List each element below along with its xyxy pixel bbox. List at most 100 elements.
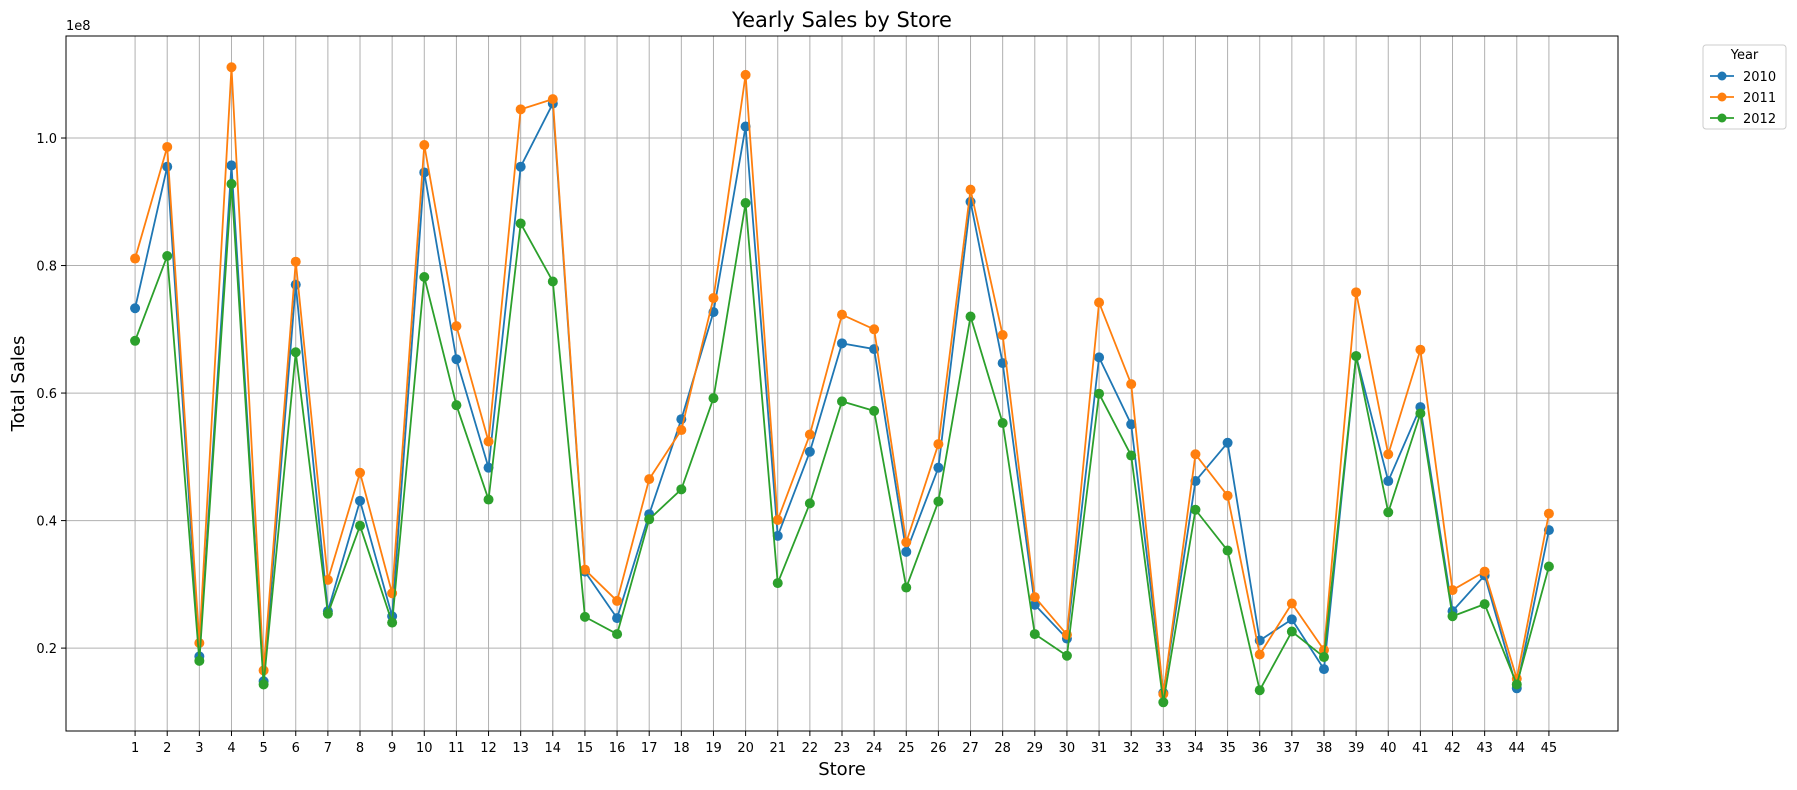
data-point-2012 (1126, 450, 1137, 461)
data-point-2010 (1383, 476, 1394, 487)
x-axis-ticks: 1 2 3 4 5 6 7 8 9 10 11 12 13 14 15 16 17 18 19 20 21 22 23 24 2… (131, 731, 1557, 756)
legend-label: 2012 (1743, 112, 1776, 127)
data-point-2011 (419, 140, 430, 151)
x-tick-label: 40 (1380, 741, 1397, 756)
chart-title: Yearly Sales by Store (731, 8, 952, 32)
x-tick-label: 30 (1059, 741, 1076, 756)
data-point-2012 (162, 250, 173, 261)
data-point-2010 (933, 462, 944, 473)
x-tick-label: 3 (195, 741, 203, 756)
data-point-2010 (837, 338, 847, 349)
data-point-2012 (1190, 504, 1201, 515)
data-point-2012 (1511, 679, 1522, 690)
x-tick-label: 25 (898, 741, 915, 756)
data-point-2012 (290, 347, 301, 358)
legend-item-2010: 2010 (1710, 70, 1776, 85)
x-tick-label: 19 (705, 741, 722, 756)
data-point-2011 (1286, 598, 1297, 609)
data-point-2011 (130, 253, 141, 264)
x-tick-label: 9 (388, 741, 396, 756)
x-tick-label: 11 (448, 741, 465, 756)
legend-marker (1717, 92, 1727, 102)
data-point-2010 (1286, 614, 1297, 625)
data-point-2012 (515, 218, 526, 229)
x-tick-label: 5 (259, 741, 267, 756)
data-point-2012 (740, 198, 751, 209)
x-tick-label: 44 (1509, 741, 1526, 756)
data-point-2012 (1479, 599, 1490, 610)
legend-label: 2010 (1743, 70, 1776, 85)
x-tick-label: 31 (1091, 741, 1108, 756)
data-point-2010 (1126, 419, 1137, 430)
data-point-2012 (772, 578, 783, 589)
data-point-2012 (1447, 611, 1458, 622)
data-point-2011 (804, 429, 815, 440)
data-point-2011 (258, 665, 269, 676)
data-point-2011 (1383, 449, 1394, 460)
data-point-2010 (1222, 437, 1233, 448)
data-point-2011 (1351, 287, 1362, 298)
data-point-2012 (579, 611, 590, 622)
x-tick-label: 15 (577, 741, 594, 756)
x-tick-label: 28 (994, 741, 1011, 756)
data-point-2012 (1222, 545, 1233, 556)
data-point-2010 (483, 462, 494, 473)
x-tick-label: 35 (1219, 741, 1236, 756)
data-point-2010 (772, 530, 783, 541)
data-point-2010 (515, 161, 526, 172)
x-tick-label: 27 (962, 741, 979, 756)
x-tick-label: 45 (1541, 741, 1558, 756)
legend-box (1702, 44, 1787, 130)
x-tick-label: 38 (1316, 741, 1333, 756)
data-point-2010 (804, 446, 815, 457)
data-point-2011 (933, 439, 944, 450)
y-tick-label: 0.4 (36, 515, 57, 530)
data-point-2012 (676, 484, 687, 495)
data-point-2012 (837, 396, 847, 407)
x-tick-label: 22 (802, 741, 819, 756)
data-point-2011 (515, 104, 526, 115)
x-tick-label: 12 (480, 741, 497, 756)
x-tick-label: 2 (163, 741, 171, 756)
data-point-2011 (451, 321, 462, 332)
x-tick-label: 4 (227, 741, 235, 756)
y-axis-ticks: 0.2 0.4 0.6 0.8 1.0 (36, 132, 66, 657)
data-point-2012 (547, 276, 558, 287)
data-point-2011 (547, 94, 558, 105)
legend-label: 2011 (1743, 91, 1776, 106)
data-point-2012 (1351, 351, 1362, 362)
data-point-2011 (355, 467, 366, 478)
x-tick-label: 36 (1251, 741, 1268, 756)
y-tick-label: 1.0 (36, 132, 57, 147)
data-point-2012 (258, 679, 269, 690)
x-tick-label: 20 (737, 741, 754, 756)
data-point-2012 (483, 494, 494, 505)
data-point-2011 (162, 141, 173, 152)
data-point-2011 (1094, 297, 1105, 308)
data-point-2012 (130, 335, 141, 346)
data-point-2011 (772, 514, 783, 525)
x-tick-label: 10 (416, 741, 433, 756)
y-tick-label: 0.2 (36, 642, 57, 657)
series-2011 (130, 62, 1554, 700)
data-point-2011 (965, 184, 976, 195)
data-point-2010 (355, 495, 366, 506)
x-tick-label: 26 (930, 741, 947, 756)
data-point-2012 (322, 608, 333, 619)
data-point-2011 (676, 425, 687, 436)
x-tick-label: 7 (324, 741, 332, 756)
legend-marker (1717, 113, 1727, 123)
data-point-2010 (1094, 352, 1105, 363)
x-tick-label: 14 (545, 741, 562, 756)
data-point-2012 (901, 582, 912, 593)
legend: Year 2010 2011 2012 (1702, 44, 1787, 130)
data-point-2012 (387, 617, 398, 628)
data-point-2012 (1286, 626, 1297, 637)
data-point-2011 (1222, 490, 1233, 501)
data-point-2011 (1254, 649, 1265, 660)
x-tick-label: 13 (512, 741, 529, 756)
y-axis-offset-label: 1e8 (66, 19, 91, 34)
data-point-2012 (933, 496, 944, 507)
data-point-2011 (290, 256, 301, 267)
